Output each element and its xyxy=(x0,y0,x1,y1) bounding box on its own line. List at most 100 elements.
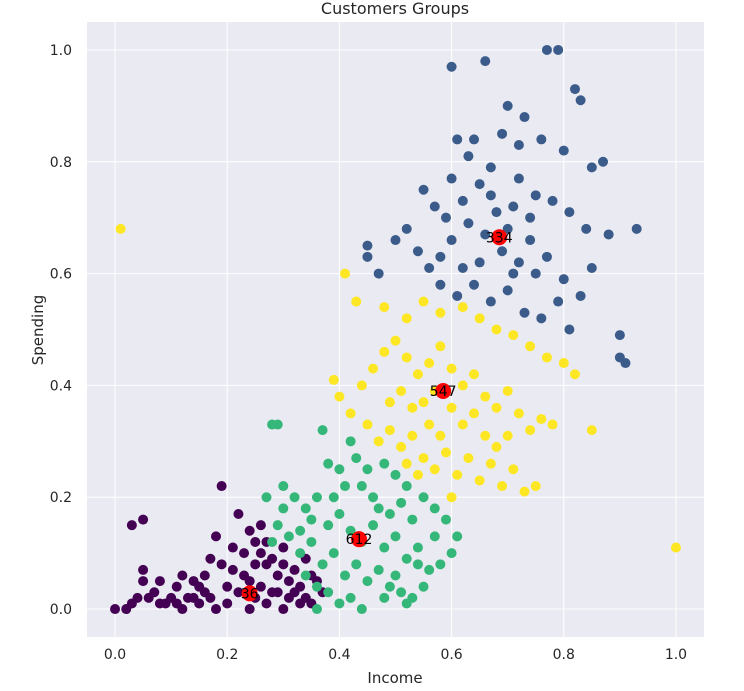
scatter-point-cluster-3 xyxy=(457,380,468,391)
scatter-point-cluster-0 xyxy=(138,514,149,525)
scatter-point-cluster-1 xyxy=(502,100,513,111)
scatter-point-cluster-2 xyxy=(334,509,345,519)
scatter-point-cluster-1 xyxy=(446,235,457,246)
x-tick-label: 0.2 xyxy=(216,647,238,663)
scatter-point-cluster-3 xyxy=(670,542,681,553)
scatter-point-cluster-3 xyxy=(362,419,373,430)
scatter-point-cluster-3 xyxy=(328,374,339,385)
y-tick-label: 0.2 xyxy=(50,490,72,506)
scatter-point-cluster-0 xyxy=(138,576,149,587)
scatter-point-cluster-1 xyxy=(508,268,519,279)
scatter-point-cluster-1 xyxy=(485,190,496,201)
scatter-point-cluster-3 xyxy=(541,352,552,363)
scatter-point-cluster-1 xyxy=(435,251,446,262)
data-points xyxy=(110,44,681,615)
scatter-point-cluster-1 xyxy=(519,112,530,123)
scatter-point-cluster-3 xyxy=(508,464,519,475)
scatter-point-cluster-1 xyxy=(541,251,552,262)
scatter-point-cluster-1 xyxy=(547,195,558,206)
scatter-point-cluster-2 xyxy=(401,481,412,492)
scatter-point-cluster-1 xyxy=(502,285,513,296)
scatter-point-cluster-1 xyxy=(446,173,457,184)
scatter-point-cluster-3 xyxy=(407,430,418,441)
scatter-point-cluster-1 xyxy=(480,229,491,240)
scatter-point-cluster-2 xyxy=(396,497,407,508)
scatter-point-cluster-2 xyxy=(278,503,289,514)
scatter-point-cluster-3 xyxy=(351,296,362,307)
y-tick-label: 1.0 xyxy=(50,43,72,59)
scatter-point-cluster-1 xyxy=(463,151,474,162)
scatter-point-cluster-1 xyxy=(525,212,536,223)
x-tick-label: 0.0 xyxy=(104,647,126,663)
scatter-point-cluster-2 xyxy=(379,542,390,553)
scatter-point-cluster-2 xyxy=(390,531,401,542)
scatter-point-cluster-3 xyxy=(485,458,496,469)
scatter-point-cluster-3 xyxy=(508,330,519,341)
scatter-point-cluster-0 xyxy=(205,553,216,564)
scatter-point-cluster-2 xyxy=(440,514,451,525)
cluster-center-point xyxy=(241,585,258,602)
scatter-point-cluster-2 xyxy=(418,492,429,503)
scatter-point-cluster-1 xyxy=(474,257,485,268)
scatter-point-cluster-1 xyxy=(412,246,423,257)
scatter-point-cluster-0 xyxy=(205,592,216,603)
scatter-point-cluster-0 xyxy=(278,559,289,570)
scatter-point-cluster-3 xyxy=(345,408,356,419)
scatter-point-cluster-0 xyxy=(289,564,300,575)
scatter-point-cluster-2 xyxy=(317,425,328,436)
scatter-point-cluster-2 xyxy=(261,492,272,503)
scatter-point-cluster-0 xyxy=(177,570,188,581)
scatter-point-cluster-0 xyxy=(211,604,222,615)
scatter-point-cluster-0 xyxy=(227,542,238,553)
scatter-point-cluster-1 xyxy=(508,201,519,212)
scatter-point-cluster-2 xyxy=(407,514,418,525)
scatter-point-cluster-3 xyxy=(446,402,457,413)
scatter-point-cluster-3 xyxy=(457,302,468,313)
scatter-point-cluster-0 xyxy=(199,570,210,581)
scatter-point-cluster-3 xyxy=(480,430,491,441)
scatter-point-cluster-3 xyxy=(525,425,536,436)
x-tick-label: 1.0 xyxy=(665,647,687,663)
scatter-point-cluster-3 xyxy=(356,380,367,391)
cluster-center-label: 36 xyxy=(241,586,259,602)
scatter-point-cluster-0 xyxy=(250,559,261,570)
scatter-point-cluster-2 xyxy=(435,559,446,570)
scatter-point-cluster-3 xyxy=(452,469,463,480)
scatter-point-cluster-1 xyxy=(564,324,575,335)
scatter-point-cluster-0 xyxy=(171,598,182,609)
scatter-point-cluster-3 xyxy=(373,436,384,447)
scatter-point-cluster-1 xyxy=(390,235,401,246)
y-tick-label: 0.4 xyxy=(50,378,72,394)
scatter-point-cluster-2 xyxy=(317,559,328,570)
scatter-point-cluster-3 xyxy=(530,481,541,492)
scatter-point-cluster-1 xyxy=(620,358,631,369)
scatter-point-cluster-2 xyxy=(345,592,356,603)
scatter-point-cluster-0 xyxy=(244,604,255,615)
scatter-point-cluster-2 xyxy=(323,587,334,598)
scatter-point-cluster-2 xyxy=(356,481,367,492)
tick-labels: 0.0 0.2 0.4 0.6 0.8 1.0 0.0 0.2 0.4 0.6 0.8 1.0 xyxy=(50,43,687,663)
scatter-point-cluster-3 xyxy=(497,481,508,492)
scatter-point-cluster-2 xyxy=(272,520,283,531)
scatter-point-cluster-0 xyxy=(272,570,283,581)
cluster-center-label: 547 xyxy=(430,384,457,400)
scatter-point-cluster-2 xyxy=(356,604,367,615)
x-tick-label: 0.8 xyxy=(553,647,575,663)
scatter-point-cluster-2 xyxy=(401,598,412,609)
scatter-point-cluster-1 xyxy=(553,44,564,55)
scatter-point-cluster-0 xyxy=(222,581,233,592)
scatter-point-cluster-0 xyxy=(278,542,289,553)
scatter-point-cluster-2 xyxy=(362,464,373,475)
scatter-point-cluster-1 xyxy=(581,223,592,234)
scatter-point-cluster-0 xyxy=(188,592,199,603)
scatter-point-cluster-3 xyxy=(463,453,474,464)
scatter-point-cluster-2 xyxy=(311,581,322,592)
scatter-point-cluster-1 xyxy=(553,296,564,307)
scatter-point-cluster-0 xyxy=(216,481,227,492)
scatter-point-cluster-3 xyxy=(384,397,395,408)
scatter-point-cluster-0 xyxy=(233,587,244,598)
scatter-point-cluster-0 xyxy=(154,598,165,609)
scatter-point-cluster-2 xyxy=(379,592,390,603)
scatter-point-cluster-2 xyxy=(328,548,339,559)
scatter-point-cluster-2 xyxy=(278,481,289,492)
